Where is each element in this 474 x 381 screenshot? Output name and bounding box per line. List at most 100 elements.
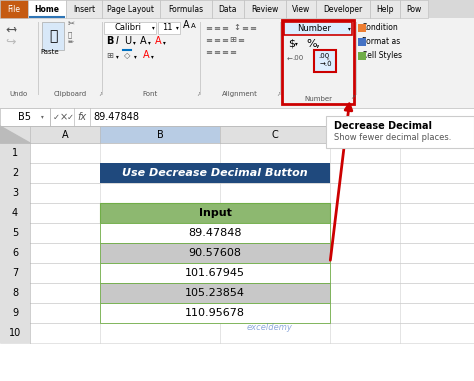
Text: Page Layout: Page Layout xyxy=(108,5,155,13)
Text: ≡: ≡ xyxy=(213,48,220,56)
Text: ↖: ↖ xyxy=(326,57,332,63)
Text: $: $ xyxy=(288,39,295,49)
Text: .00: .00 xyxy=(292,55,303,61)
Bar xyxy=(212,0,244,18)
Bar xyxy=(358,52,366,60)
Bar xyxy=(370,0,400,18)
Text: ←: ← xyxy=(287,57,293,63)
Bar xyxy=(0,183,30,203)
Text: ▾: ▾ xyxy=(347,26,350,31)
Text: Calibri: Calibri xyxy=(115,24,142,32)
Text: 90.57608: 90.57608 xyxy=(189,248,241,258)
Text: 4: 4 xyxy=(12,208,18,218)
Text: ↗: ↗ xyxy=(196,92,201,97)
Text: ▾: ▾ xyxy=(133,40,136,45)
Text: D: D xyxy=(361,130,369,139)
Bar xyxy=(400,126,474,143)
Text: Format as: Format as xyxy=(362,37,400,46)
Text: Review: Review xyxy=(251,5,279,13)
Bar xyxy=(282,20,354,104)
Text: 5: 5 xyxy=(12,228,18,238)
Text: %: % xyxy=(306,39,317,49)
Text: ⊞: ⊞ xyxy=(106,51,113,60)
Text: 89.47848: 89.47848 xyxy=(188,228,242,238)
Text: ≡: ≡ xyxy=(241,24,248,32)
Bar xyxy=(100,223,330,243)
Text: ≡: ≡ xyxy=(221,24,228,32)
Text: A: A xyxy=(140,36,146,46)
Text: ↗: ↗ xyxy=(276,92,281,97)
Text: ✓: ✓ xyxy=(53,112,60,122)
Text: ▾: ▾ xyxy=(41,115,44,120)
Text: A: A xyxy=(155,36,162,46)
Text: Data: Data xyxy=(219,5,237,13)
Text: Home: Home xyxy=(35,5,60,13)
Bar xyxy=(326,116,474,148)
Text: Alignment: Alignment xyxy=(222,91,258,97)
Text: Help: Help xyxy=(376,5,394,13)
Text: Input: Input xyxy=(199,208,231,218)
Text: 7: 7 xyxy=(12,268,18,278)
Text: ×: × xyxy=(60,112,68,122)
Text: 101.67945: 101.67945 xyxy=(185,268,245,278)
Text: 105.23854: 105.23854 xyxy=(185,288,245,298)
Text: Clipboard: Clipboard xyxy=(54,91,87,97)
Bar xyxy=(30,126,100,143)
Text: Cell Styles: Cell Styles xyxy=(362,51,402,60)
Text: Developer: Developer xyxy=(323,5,363,13)
Bar xyxy=(220,126,330,143)
Bar xyxy=(0,283,30,303)
Text: ▾: ▾ xyxy=(14,27,17,32)
Bar xyxy=(0,126,474,381)
Text: ✏: ✏ xyxy=(68,39,74,45)
Text: ▾: ▾ xyxy=(152,26,155,30)
Text: Insert: Insert xyxy=(73,5,95,13)
Text: ,: , xyxy=(316,37,320,51)
Text: A: A xyxy=(62,130,68,139)
Bar xyxy=(0,263,30,283)
Text: 1: 1 xyxy=(12,148,18,158)
Text: Number: Number xyxy=(304,96,332,102)
Text: U: U xyxy=(124,36,131,46)
Text: ≡: ≡ xyxy=(213,35,220,45)
Text: Font: Font xyxy=(142,91,158,97)
Text: 📄: 📄 xyxy=(68,31,72,38)
Text: exceldemy: exceldemy xyxy=(247,322,293,331)
Text: Show fewer decimal places.: Show fewer decimal places. xyxy=(334,133,451,142)
Bar xyxy=(0,243,30,263)
Text: ▾: ▾ xyxy=(176,26,178,30)
Text: ▾: ▾ xyxy=(134,54,137,59)
Text: ≡: ≡ xyxy=(249,24,256,32)
Text: 2: 2 xyxy=(12,168,18,178)
Text: Formulas: Formulas xyxy=(168,5,203,13)
Text: 📋: 📋 xyxy=(49,29,57,43)
Bar xyxy=(0,108,474,126)
Text: 9: 9 xyxy=(12,308,18,318)
Text: ⊞: ⊞ xyxy=(229,35,236,45)
Text: ▾: ▾ xyxy=(163,40,166,45)
Text: View: View xyxy=(292,5,310,13)
Text: 3: 3 xyxy=(12,188,18,198)
Bar xyxy=(0,0,474,18)
Text: C: C xyxy=(272,130,278,139)
Text: ≡: ≡ xyxy=(221,35,228,45)
Text: ≡: ≡ xyxy=(213,24,220,32)
Text: B: B xyxy=(106,36,113,46)
Text: ↗: ↗ xyxy=(350,95,355,100)
Bar xyxy=(100,303,330,323)
Bar xyxy=(0,163,30,183)
Text: Paste: Paste xyxy=(40,49,59,55)
Bar xyxy=(0,18,474,108)
Bar xyxy=(316,0,370,18)
Text: ▾: ▾ xyxy=(295,42,298,46)
Text: ↕: ↕ xyxy=(233,24,240,32)
Bar xyxy=(28,0,66,18)
Text: ≡: ≡ xyxy=(229,48,236,56)
Text: fx: fx xyxy=(77,112,86,122)
Text: 10: 10 xyxy=(9,328,21,338)
Text: File: File xyxy=(8,5,20,13)
Bar xyxy=(286,0,316,18)
Text: ▾: ▾ xyxy=(116,54,119,59)
Text: B5: B5 xyxy=(18,112,31,122)
Polygon shape xyxy=(0,126,30,143)
